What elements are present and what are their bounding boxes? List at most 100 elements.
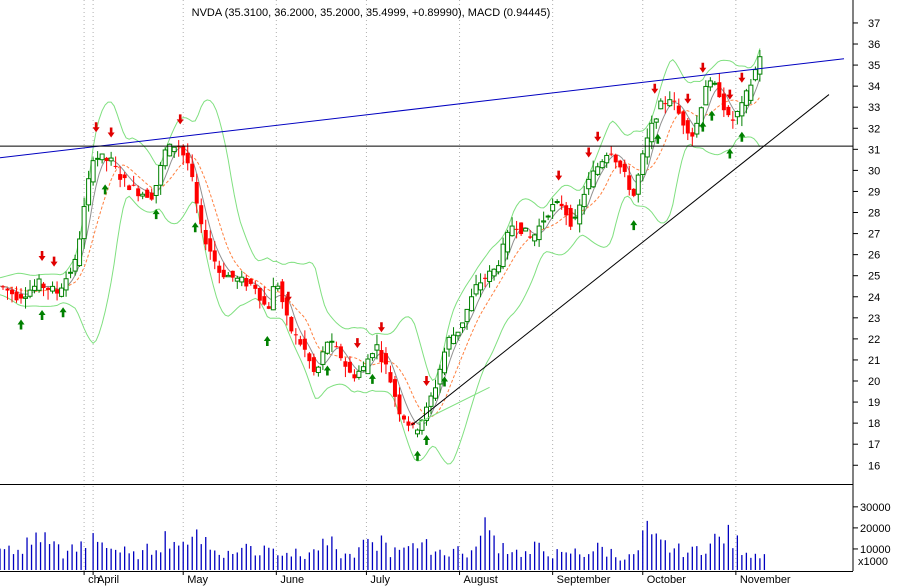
candle-body-down (559, 203, 564, 207)
candle-body-up (153, 185, 159, 196)
candle-body-down (248, 278, 253, 284)
candle-body-up (81, 206, 87, 240)
volume-panel: 10000 20000 30000 x1000 (0, 502, 891, 570)
candle-body-up (324, 341, 330, 354)
candle-body-up (329, 340, 335, 343)
sell-arrow-icon (353, 338, 361, 349)
price-tick-label: 29 (868, 186, 880, 198)
candle-body-up (369, 353, 375, 359)
sell-arrow-icon (50, 256, 58, 267)
candle-body-down (311, 357, 316, 372)
price-tick-label: 34 (868, 81, 880, 93)
volume-bars (0, 517, 766, 570)
candle-body-up (595, 166, 601, 175)
candle-body-up (72, 258, 78, 272)
candle-body-down (406, 421, 411, 426)
price-tick-label: 37 (868, 18, 880, 30)
candle-body-up (581, 193, 587, 208)
candle-body-up (491, 268, 497, 277)
candle-body-up (658, 100, 664, 110)
buy-arrow-icon (708, 110, 716, 121)
candle-body-up (599, 161, 605, 169)
candle-body-up (77, 238, 83, 267)
candle-body-down (338, 346, 343, 359)
candle-body-up (90, 160, 96, 183)
short-green-line (417, 386, 490, 424)
candle-body-down (122, 174, 127, 179)
candle-body-up (68, 271, 74, 274)
sell-arrow-icon (651, 83, 659, 94)
candle-body-up (586, 178, 592, 190)
price-tick-label: 30 (868, 165, 880, 177)
price-tick-label: 33 (868, 102, 880, 114)
candle-body-up (757, 56, 763, 75)
sell-arrow-icon (684, 93, 692, 104)
trendlines (0, 58, 853, 426)
candle-body-down (149, 192, 154, 200)
candle-body-down (5, 288, 10, 291)
candle-body-up (500, 243, 506, 268)
candle-body-up (158, 165, 164, 186)
candle-body-down (726, 106, 731, 116)
candle-body-down (212, 250, 217, 262)
candle-body-down (663, 103, 668, 105)
candle-body-up (59, 287, 65, 297)
candle-body-down (307, 353, 312, 362)
signal-arrows (17, 62, 746, 461)
candle-body-down (379, 350, 384, 363)
candlesticks (1, 49, 763, 438)
candle-body-down (568, 208, 573, 227)
bollinger-upper-band (0, 48, 761, 381)
candle-body-down (352, 374, 357, 379)
buy-arrow-icon (699, 121, 707, 132)
sell-arrow-icon (284, 291, 292, 302)
candle-body-up (63, 278, 69, 291)
candle-body-down (672, 100, 677, 102)
sell-arrow-icon (555, 170, 563, 181)
candle-body-up (550, 204, 556, 212)
chart-title: NVDA (35.3100, 36.2000, 35.2000, 35.4999… (192, 7, 551, 19)
candle-body-down (127, 185, 132, 191)
candle-body-up (225, 274, 231, 278)
sell-arrow-icon (176, 114, 184, 125)
candle-body-down (185, 152, 190, 164)
buy-arrow-icon (152, 209, 160, 220)
candle-body-up (694, 122, 700, 135)
candle-body-up (442, 351, 448, 374)
candle-body-down (685, 120, 690, 134)
candle-body-up (653, 118, 659, 123)
candle-body-down (401, 415, 406, 420)
candle-body-down (343, 361, 348, 367)
candle-body-up (487, 270, 493, 282)
candle-body-up (460, 322, 466, 329)
candle-body-up (739, 102, 745, 117)
candle-body-down (298, 339, 303, 345)
candle-body-up (50, 285, 56, 292)
price-tick-label: 28 (868, 208, 880, 220)
candle-body-up (734, 110, 740, 118)
candle-body-up (469, 296, 475, 312)
sell-arrow-icon (738, 72, 746, 83)
buy-arrow-icon (263, 335, 271, 346)
candle-body-up (505, 231, 511, 253)
candle-body-up (509, 225, 515, 237)
month-label: April (97, 574, 119, 586)
candle-body-up (523, 227, 529, 232)
candle-body-down (397, 394, 402, 415)
candle-body-down (627, 175, 632, 190)
month-grid (83, 0, 737, 571)
candle-body-up (703, 85, 709, 106)
upper-resistance-trendline (0, 58, 845, 159)
candle-body-up (32, 285, 38, 291)
price-tick-label: 24 (868, 292, 880, 304)
price-tick-label: 19 (868, 397, 880, 409)
candle-body-up (414, 429, 420, 435)
candle-body-down (203, 229, 208, 245)
price-tick-label: 18 (868, 418, 880, 430)
price-axis-labels: 16 17 18 19 20 21 22 23 24 25 26 27 28 29 30 31 32 33 34 35… (868, 18, 880, 472)
candle-body-up (234, 277, 240, 282)
buy-arrow-icon (368, 373, 376, 384)
buy-arrow-icon (17, 319, 25, 330)
